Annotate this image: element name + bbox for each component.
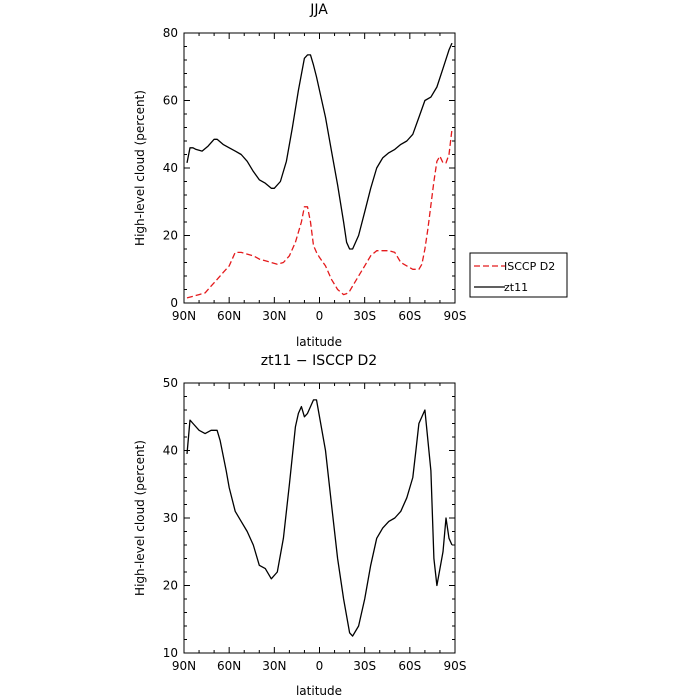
bottom-plot-frame — [183, 382, 456, 654]
bottom-chart-title: zt11 − ISCCP D2 — [261, 353, 377, 369]
top-y-tick-label: 80 — [163, 26, 178, 40]
top-y-tick-label: 0 — [170, 296, 178, 310]
bottom-y-axis-label: High-level cloud (percent) — [133, 440, 147, 596]
bottom-series-lines — [186, 399, 453, 637]
bottom-y-tick-label: 30 — [163, 511, 178, 525]
bottom-y-tick-label: 10 — [163, 646, 178, 660]
bottom-y-axis: 10 20 30 40 50 — [163, 376, 455, 660]
top-x-tick-label: 90N — [172, 309, 196, 323]
top-y-tick-label: 60 — [163, 94, 178, 108]
top-x-tick-label: 30S — [353, 309, 376, 323]
top-y-tick-label: 40 — [163, 161, 178, 175]
top-x-tick-label: 60N — [217, 309, 241, 323]
bottom-x-tick-label: 60N — [217, 659, 241, 673]
top-y-axis: 0 20 40 60 80 — [163, 26, 455, 310]
bottom-x-tick-label: 60S — [398, 659, 421, 673]
top-y-tick-label: 20 — [163, 229, 178, 243]
top-x-tick-label: 30N — [262, 309, 286, 323]
bottom-y-tick-label: 40 — [163, 444, 178, 458]
top-x-tick-label: 90S — [444, 309, 467, 323]
top-x-tick-label: 60S — [398, 309, 421, 323]
bottom-x-axis-label: latitude — [296, 684, 342, 698]
legend-box — [469, 252, 568, 298]
bottom-x-tick-label: 90S — [444, 659, 467, 673]
bottom-x-tick-label: 30S — [353, 659, 376, 673]
top-panel: JJA 0 20 40 60 80 90N 60N 30N 0 30S 60S 90S latitu… — [133, 2, 568, 349]
top-y-axis-label: High-level cloud (percent) — [133, 90, 147, 246]
legend: ISCCP D2 zt11 — [469, 252, 568, 298]
bottom-y-tick-label: 20 — [163, 579, 178, 593]
bottom-x-axis: 90N 60N 30N 0 30S 60S 90S — [172, 383, 467, 673]
top-series-line-zt11 — [186, 42, 453, 250]
top-x-tick-label: 0 — [316, 309, 324, 323]
top-x-axis: 90N 60N 30N 0 30S 60S 90S — [172, 33, 467, 323]
top-x-axis-label: latitude — [296, 335, 342, 349]
top-chart-title: JJA — [309, 2, 328, 18]
bottom-x-tick-label: 0 — [316, 659, 324, 673]
bottom-x-tick-label: 30N — [262, 659, 286, 673]
bottom-panel: zt11 − ISCCP D2 10 20 30 40 50 90N 60N 30N 0 30S… — [133, 353, 466, 698]
bottom-y-tick-label: 50 — [163, 376, 178, 390]
top-series-line-isccp-d2 — [186, 129, 453, 299]
top-series-lines — [186, 42, 453, 299]
bottom-series-line-diff — [186, 399, 453, 637]
bottom-x-tick-label: 90N — [172, 659, 196, 673]
legend-label-isccp: ISCCP D2 — [504, 260, 555, 273]
legend-label-zt11: zt11 — [504, 281, 528, 294]
top-plot-frame — [183, 32, 456, 304]
